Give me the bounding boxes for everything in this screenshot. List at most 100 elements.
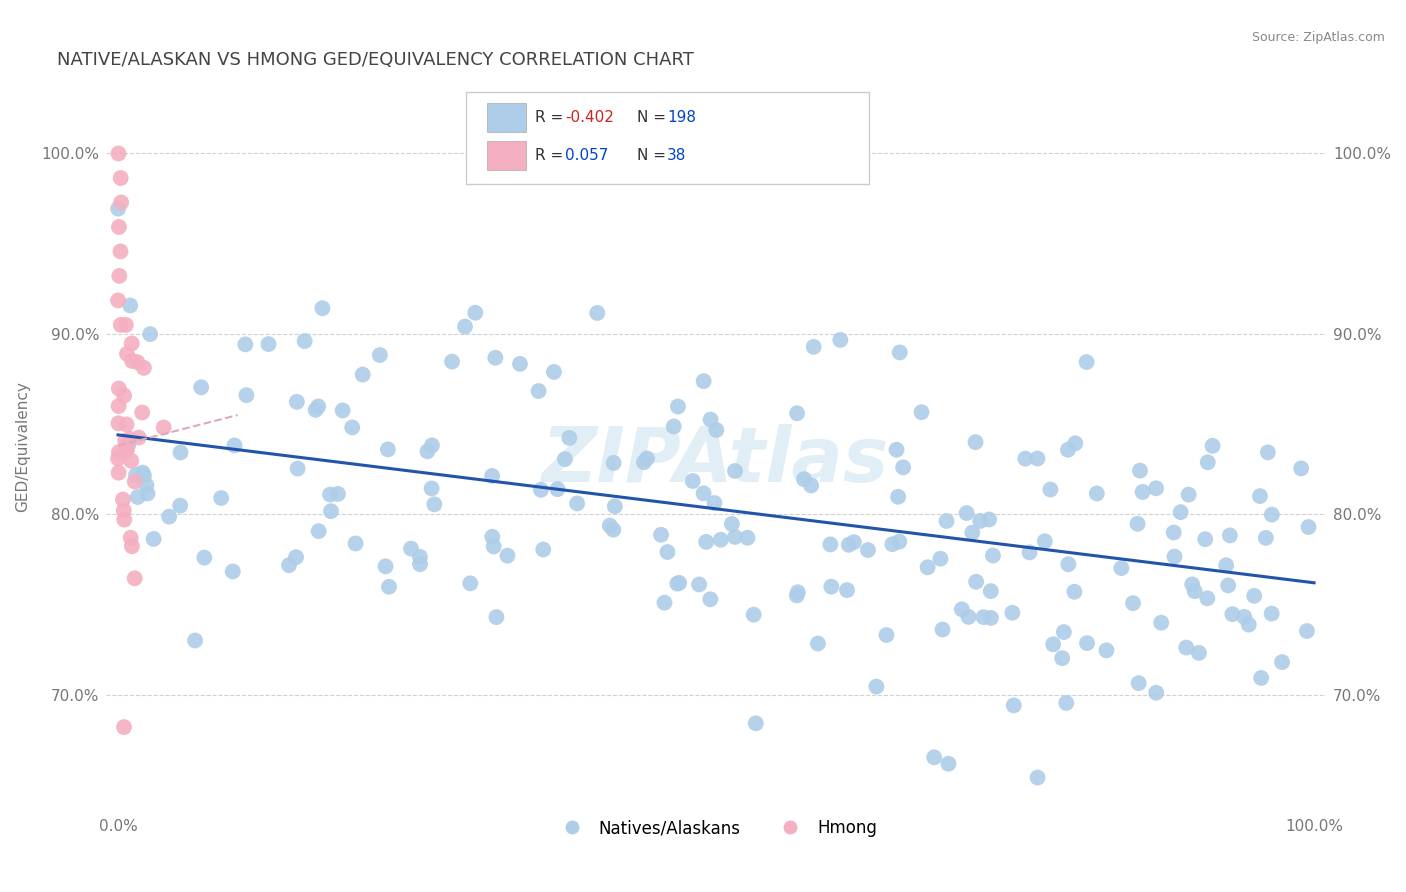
Point	[285, 395, 308, 409]
Point	[332, 403, 354, 417]
Point	[1026, 771, 1049, 785]
Point	[1261, 508, 1284, 522]
Point	[127, 355, 149, 369]
Point	[531, 542, 554, 557]
Point	[838, 538, 860, 552]
Point	[1243, 589, 1265, 603]
Point	[692, 374, 714, 388]
Point	[368, 348, 391, 362]
Point	[668, 575, 690, 590]
Point	[602, 456, 624, 470]
Point	[977, 512, 1000, 526]
Point	[950, 602, 973, 616]
Point	[530, 483, 553, 497]
Point	[1053, 625, 1076, 640]
Point	[107, 293, 129, 308]
Point	[120, 432, 142, 446]
Point	[1001, 606, 1024, 620]
Point	[233, 337, 256, 351]
Text: R =: R =	[536, 111, 564, 126]
Point	[458, 576, 481, 591]
Point	[724, 464, 747, 478]
Point	[800, 478, 823, 492]
Point	[699, 592, 721, 607]
Point	[1002, 698, 1025, 713]
Point	[1197, 591, 1219, 606]
Point	[547, 482, 569, 496]
Point	[842, 535, 865, 549]
Point	[603, 500, 626, 514]
Point	[454, 319, 477, 334]
Point	[420, 482, 443, 496]
Point	[830, 333, 852, 347]
Point	[224, 438, 246, 452]
Point	[558, 431, 581, 445]
Point	[374, 559, 396, 574]
Point	[115, 347, 138, 361]
Point	[710, 533, 733, 547]
Legend: Natives/Alaskans, Hmong: Natives/Alaskans, Hmong	[548, 813, 883, 844]
Point	[1219, 528, 1241, 542]
Point	[108, 268, 131, 283]
Point	[124, 475, 146, 489]
Point	[115, 442, 138, 457]
Point	[922, 750, 945, 764]
Point	[1170, 505, 1192, 519]
Point	[110, 195, 132, 210]
Point	[110, 318, 132, 332]
Point	[889, 345, 911, 359]
Point	[112, 513, 135, 527]
Point	[662, 419, 685, 434]
Point	[1218, 578, 1240, 592]
Point	[1076, 355, 1098, 369]
Point	[820, 580, 842, 594]
Point	[352, 368, 374, 382]
Point	[917, 560, 939, 574]
Point	[820, 537, 842, 551]
Point	[957, 610, 980, 624]
Point	[1163, 549, 1185, 564]
Point	[654, 596, 676, 610]
Point	[935, 514, 957, 528]
Point	[107, 146, 129, 161]
Point	[1254, 531, 1277, 545]
Point	[803, 340, 825, 354]
Point	[420, 438, 443, 452]
Point	[121, 539, 143, 553]
Point	[1063, 584, 1085, 599]
Point	[120, 454, 142, 468]
Point	[409, 549, 432, 564]
Point	[107, 417, 129, 431]
Point	[636, 451, 658, 466]
Point	[875, 628, 897, 642]
Point	[554, 452, 576, 467]
Point	[1132, 485, 1154, 500]
Point	[108, 219, 131, 234]
Point	[786, 585, 808, 599]
Point	[1237, 617, 1260, 632]
Point	[682, 474, 704, 488]
Point	[1289, 461, 1312, 475]
Point	[1054, 696, 1077, 710]
Point	[1197, 455, 1219, 469]
Point	[377, 442, 399, 457]
Point	[586, 306, 609, 320]
Point	[1260, 607, 1282, 621]
Point	[835, 583, 858, 598]
Point	[1249, 489, 1271, 503]
Point	[107, 466, 129, 480]
Point	[142, 532, 165, 546]
Point	[657, 545, 679, 559]
Point	[127, 490, 149, 504]
Point	[409, 558, 432, 572]
Point	[111, 492, 134, 507]
Point	[307, 400, 329, 414]
Point	[114, 434, 136, 448]
Text: ZIPAtlas: ZIPAtlas	[543, 425, 890, 499]
Point	[132, 468, 155, 483]
Point	[887, 490, 910, 504]
Point	[1233, 610, 1256, 624]
Point	[509, 357, 531, 371]
Point	[222, 565, 245, 579]
Point	[108, 445, 131, 459]
